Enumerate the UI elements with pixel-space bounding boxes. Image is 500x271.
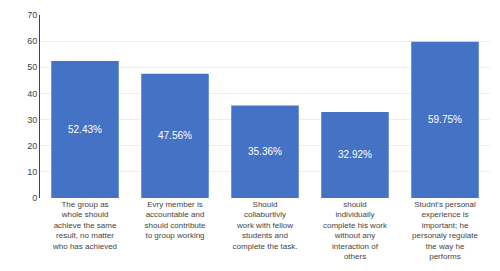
svg-text:10: 10 bbox=[27, 167, 37, 177]
svg-text:20: 20 bbox=[27, 141, 37, 151]
svg-text:50: 50 bbox=[27, 62, 37, 72]
svg-text:47.56%: 47.56% bbox=[158, 130, 192, 141]
svg-text:shouldindividuallycomplete his: shouldindividuallycomplete his workwitho… bbox=[323, 200, 388, 261]
svg-text:70: 70 bbox=[27, 10, 37, 20]
svg-text:The group aswhole shouldachiev: The group aswhole shouldachieve the same… bbox=[52, 200, 117, 251]
svg-text:32.92%: 32.92% bbox=[338, 149, 372, 160]
svg-text:40: 40 bbox=[27, 89, 37, 99]
svg-text:Evry member isaccountable ands: Evry member isaccountable andshould cont… bbox=[145, 200, 206, 240]
svg-text:35.36%: 35.36% bbox=[248, 146, 282, 157]
svg-text:59.75%: 59.75% bbox=[428, 114, 462, 125]
svg-text:0: 0 bbox=[32, 193, 37, 203]
svg-text:30: 30 bbox=[27, 115, 37, 125]
svg-text:60: 60 bbox=[27, 36, 37, 46]
svg-text:Studnt's personalexperience is: Studnt's personalexperience isimportant;… bbox=[412, 200, 478, 261]
svg-text:52.43%: 52.43% bbox=[68, 124, 102, 135]
svg-text:Shouldcollaburtivlywork with f: Shouldcollaburtivlywork with fellowstude… bbox=[233, 200, 298, 251]
